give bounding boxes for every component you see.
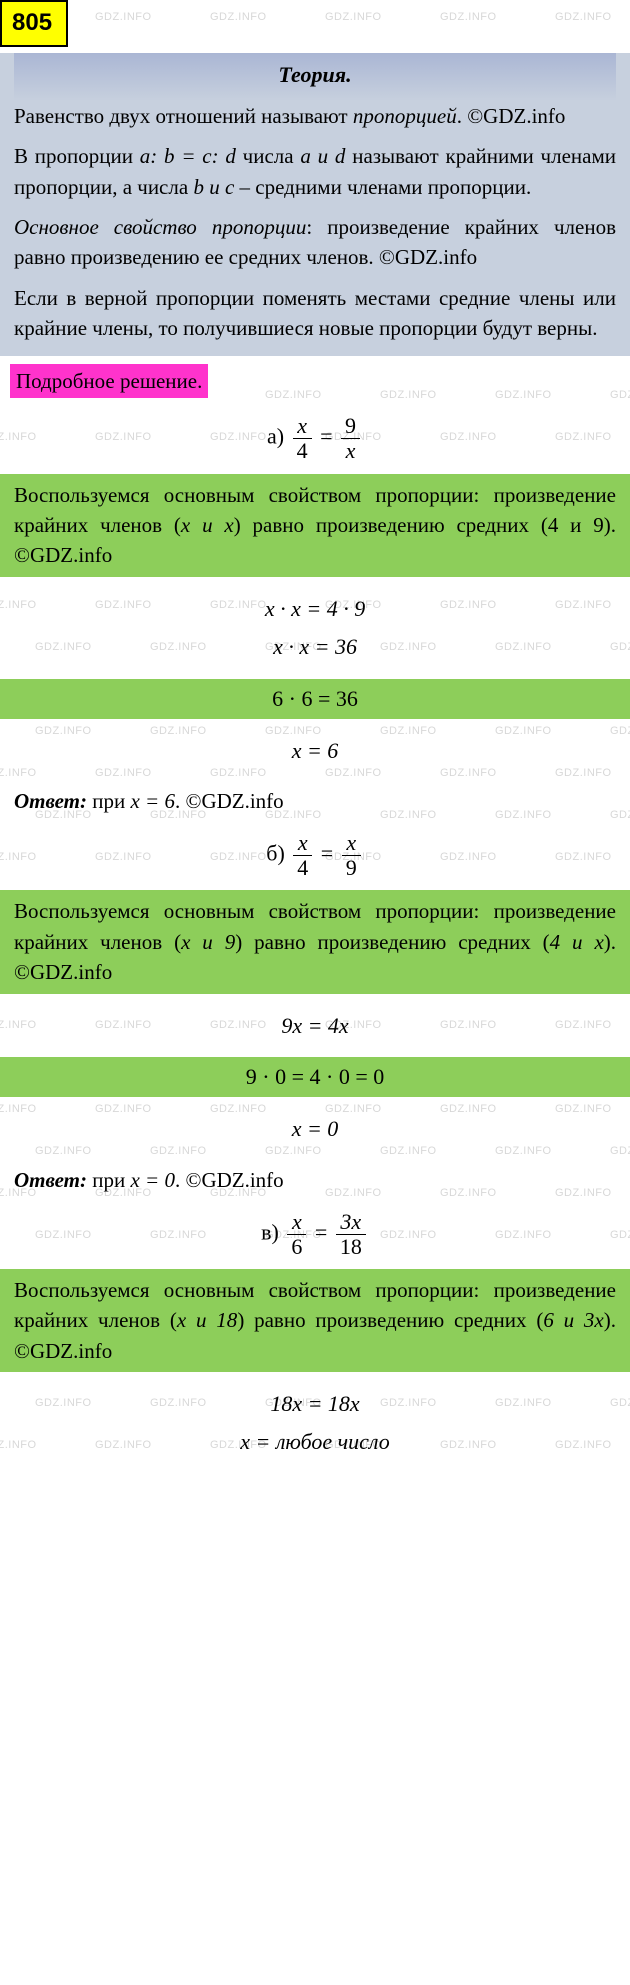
numerator: 3x xyxy=(336,1210,366,1235)
theory-p3: Основное свойство пропорции: произведени… xyxy=(14,212,616,273)
label-c: в) xyxy=(261,1219,279,1244)
denominator: x xyxy=(341,439,360,463)
explain-c: Воспользуемся основным свойством пропорц… xyxy=(0,1269,630,1372)
problem-a-equation: а) x 4 = 9 x xyxy=(0,404,630,473)
expr: a: b = c: d xyxy=(140,144,236,168)
vars-ad: a и d xyxy=(300,144,345,168)
denominator: 9 xyxy=(342,856,361,880)
numerator: x xyxy=(342,831,361,856)
step: x · x = 4 · 9 xyxy=(0,593,630,625)
numerator: 9 xyxy=(341,414,360,439)
text: . ©GDZ.info xyxy=(457,104,566,128)
answer-label: Ответ: xyxy=(14,1168,87,1192)
fraction: 3x 18 xyxy=(336,1210,366,1259)
answer-b: Ответ: при x = 0. ©GDZ.info xyxy=(0,1161,630,1199)
term-proportion: пропорцией xyxy=(353,104,457,128)
answer-a: Ответ: при x = 6. ©GDZ.info xyxy=(0,782,630,820)
explain-b: Воспользуемся основным свойством пропорц… xyxy=(0,890,630,993)
step: x = 0 xyxy=(0,1113,630,1145)
property-name: Основное свойство пропорции xyxy=(14,215,306,239)
text: В пропорции xyxy=(14,144,140,168)
label-a: а) xyxy=(267,424,284,449)
fraction: x 4 xyxy=(293,414,312,463)
solution-label: Подробное решение. xyxy=(10,364,208,398)
text: при xyxy=(87,789,130,813)
answer-val: x = 6 xyxy=(130,789,175,813)
fraction: 9 x xyxy=(341,414,360,463)
terms: 4 и 9 xyxy=(548,513,604,537)
terms: x и 9 xyxy=(181,930,235,954)
explain-a: Воспользуемся основным свойством пропорц… xyxy=(0,474,630,577)
text: . ©GDZ.info xyxy=(175,1168,284,1192)
text: . ©GDZ.info xyxy=(175,789,284,813)
terms: x и 18 xyxy=(177,1308,237,1332)
denominator: 6 xyxy=(287,1235,306,1259)
text: числа xyxy=(236,144,300,168)
terms: 6 и 3x xyxy=(543,1308,603,1332)
text: – средними членами пропорции. xyxy=(234,175,531,199)
terms: x и x xyxy=(181,513,234,537)
text: ) равно произведению средних ( xyxy=(235,930,549,954)
step: x = любое число xyxy=(0,1426,630,1458)
problem-number-badge: 805 xyxy=(0,0,68,47)
terms: 4 и x xyxy=(550,930,604,954)
denominator: 4 xyxy=(293,856,312,880)
theory-p2: В пропорции a: b = c: d числа a и d назы… xyxy=(14,141,616,202)
result-a: x = 6 xyxy=(0,719,630,783)
fraction: x 9 xyxy=(342,831,361,880)
text: Равенство двух отношений называют xyxy=(14,104,353,128)
vars-bc: b и c xyxy=(193,175,234,199)
denominator: 18 xyxy=(336,1235,366,1259)
answer-val: x = 0 xyxy=(130,1168,175,1192)
step: 9x = 4x xyxy=(0,1010,630,1042)
step: 18x = 18x xyxy=(0,1388,630,1420)
numerator: x xyxy=(293,414,312,439)
problem-c-equation: в) x 6 = 3x 18 xyxy=(0,1200,630,1269)
text: ) равно произведению средних ( xyxy=(237,1308,543,1332)
steps-c: 18x = 18x x = любое число xyxy=(0,1372,630,1474)
theory-title: Теория. xyxy=(14,53,616,101)
problem-b-equation: б) x 4 = x 9 xyxy=(0,821,630,890)
fraction: x 6 xyxy=(287,1210,306,1259)
numerator: x xyxy=(293,831,312,856)
highlight-b: 9 · 0 = 4 · 0 = 0 xyxy=(0,1057,630,1097)
fraction: x 4 xyxy=(293,831,312,880)
steps-a: x · x = 4 · 9 x · x = 36 xyxy=(0,577,630,679)
answer-label: Ответ: xyxy=(14,789,87,813)
result-b: x = 0 xyxy=(0,1097,630,1161)
theory-block: Теория. Равенство двух отношений называю… xyxy=(0,53,630,356)
step: x = 6 xyxy=(0,735,630,767)
text: при xyxy=(87,1168,130,1192)
label-b: б) xyxy=(266,841,285,866)
highlight-a: 6 · 6 = 36 xyxy=(0,679,630,719)
steps-b: 9x = 4x xyxy=(0,994,630,1058)
theory-p1: Равенство двух отношений называют пропор… xyxy=(14,101,616,131)
denominator: 4 xyxy=(293,439,312,463)
step: x · x = 36 xyxy=(0,631,630,663)
text: ) равно произведению средних ( xyxy=(234,513,548,537)
numerator: x xyxy=(287,1210,306,1235)
theory-p4: Если в верной пропорции поменять местами… xyxy=(14,283,616,344)
